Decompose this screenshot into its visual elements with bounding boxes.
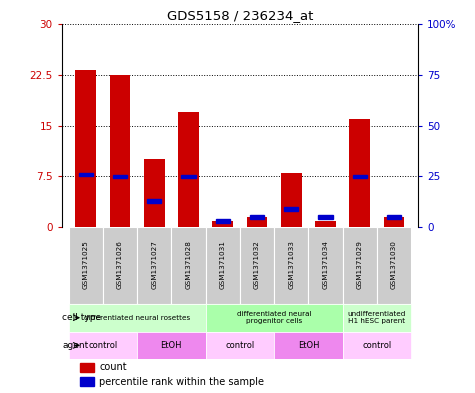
Bar [342,228,377,304]
Bar [352,174,367,178]
Text: percentile rank within the sample: percentile rank within the sample [99,376,264,387]
Bar [171,228,206,304]
Bar [110,75,130,228]
Text: GSM1371026: GSM1371026 [117,240,123,288]
Bar [377,228,411,304]
Bar [274,228,308,304]
Bar [281,173,302,228]
Text: control: control [88,341,117,350]
Bar [113,174,127,178]
Bar [384,217,404,228]
Text: control: control [225,341,255,350]
Text: differentiated neural rosettes: differentiated neural rosettes [84,315,190,321]
Bar [178,112,199,228]
Text: GSM1371031: GSM1371031 [220,240,226,288]
Bar [308,228,342,304]
Bar [137,332,206,359]
Text: GSM1371029: GSM1371029 [357,240,363,288]
Text: GSM1371025: GSM1371025 [83,240,89,288]
Bar [274,332,342,359]
Bar [80,363,94,372]
Bar [181,174,196,178]
Bar [387,215,401,219]
Bar [137,228,171,304]
Text: control: control [362,341,391,350]
Bar [212,220,233,228]
Text: EtOH: EtOH [161,341,182,350]
Bar [68,228,103,304]
Bar [216,219,230,223]
Text: agent: agent [62,341,89,350]
Bar [206,332,274,359]
Title: GDS5158 / 236234_at: GDS5158 / 236234_at [167,9,313,22]
Text: differentiated neural
progenitor cells: differentiated neural progenitor cells [237,311,312,324]
Bar [318,215,332,219]
Bar [68,332,137,359]
Bar [240,228,274,304]
Text: GSM1371030: GSM1371030 [391,240,397,288]
Bar [284,207,298,211]
Bar [342,304,411,332]
Bar [76,70,96,228]
Text: count: count [99,362,127,372]
Text: EtOH: EtOH [298,341,319,350]
Text: GSM1371027: GSM1371027 [151,240,157,288]
Text: GSM1371033: GSM1371033 [288,240,294,288]
Text: cell type: cell type [62,313,102,322]
Bar [315,220,336,228]
Text: GSM1371032: GSM1371032 [254,240,260,288]
Bar [342,332,411,359]
Bar [250,215,264,219]
Text: undifferentiated
H1 hESC parent: undifferentiated H1 hESC parent [348,311,406,324]
Bar [68,304,206,332]
Bar [78,173,93,176]
Bar [144,160,164,228]
Bar [80,377,94,386]
Bar [206,228,240,304]
Bar [206,304,342,332]
Bar [350,119,370,228]
Bar [147,199,162,203]
Bar [247,217,267,228]
Text: GSM1371028: GSM1371028 [186,240,191,288]
Text: GSM1371034: GSM1371034 [323,240,329,288]
Bar [103,228,137,304]
